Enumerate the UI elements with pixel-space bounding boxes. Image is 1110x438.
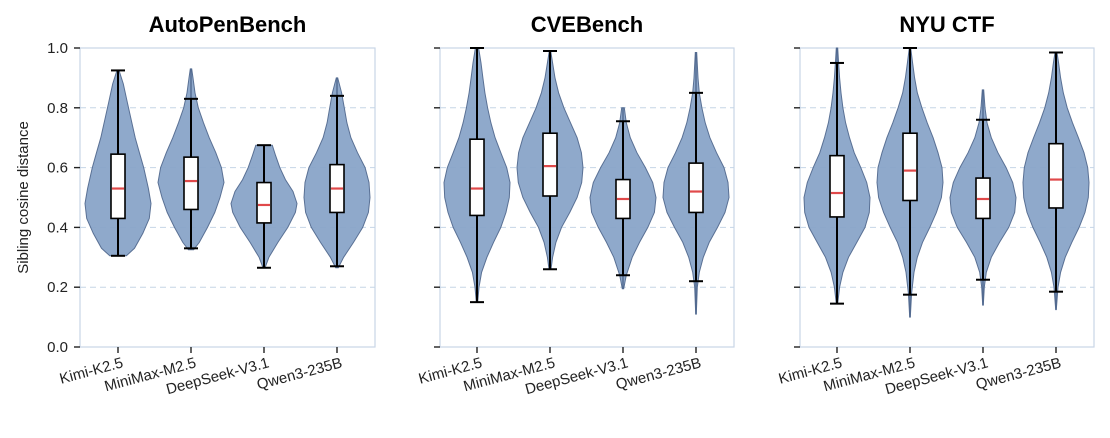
violin-group	[443, 47, 511, 304]
plot-frame	[79, 47, 376, 348]
x-tick-label: Qwen3-235B	[974, 354, 1063, 393]
violin-group	[303, 77, 371, 269]
y-axis-label: Sibling cosine distance	[15, 121, 32, 274]
violin-group	[230, 144, 298, 269]
violin-group	[949, 89, 1017, 306]
iqr-box	[688, 162, 704, 214]
violin-group	[589, 107, 657, 290]
iqr-box	[902, 132, 918, 202]
panel-title: CVEBench	[531, 12, 643, 37]
iqr-box	[256, 181, 272, 224]
violin-group	[84, 69, 152, 257]
panel-title: NYU CTF	[899, 12, 994, 37]
panel-title: AutoPenBench	[149, 12, 307, 37]
iqr-box	[183, 156, 199, 211]
panel-1: 0.0 0.2 0.4 0.6 0.8 1.0 AutoPenBench Sibling co…	[15, 12, 376, 398]
panel-2: CVEBenchKimi-K2.5MiniMax-M2.5DeepSeek-V3…	[417, 12, 735, 398]
x-tick-label: Qwen3-235B	[614, 354, 703, 393]
iqr-box	[829, 154, 845, 218]
iqr-box	[469, 138, 485, 217]
x-tick-label: Qwen3-235B	[255, 354, 344, 393]
plot-frame	[799, 47, 1095, 348]
violin-group	[157, 68, 225, 251]
violin-group	[803, 47, 871, 305]
y-tick-label: 0.6	[47, 160, 68, 177]
iqr-box	[1048, 142, 1064, 209]
y-tick-label: 0.0	[47, 339, 68, 356]
violin-group	[1022, 51, 1090, 311]
iqr-box	[110, 153, 126, 220]
y-tick-label: 1.0	[47, 40, 68, 57]
y-tick-label: 0.8	[47, 100, 68, 117]
panel-3: NYU CTFKimi-K2.5MiniMax-M2.5DeepSeek-V3.…	[777, 12, 1095, 398]
y-tick-label: 0.4	[47, 219, 68, 236]
plot-frame	[439, 47, 735, 348]
iqr-box	[542, 132, 558, 197]
violin-group	[516, 49, 584, 271]
violin-group	[662, 52, 730, 315]
violin-group	[876, 47, 944, 318]
y-tick-label: 0.2	[47, 279, 68, 296]
